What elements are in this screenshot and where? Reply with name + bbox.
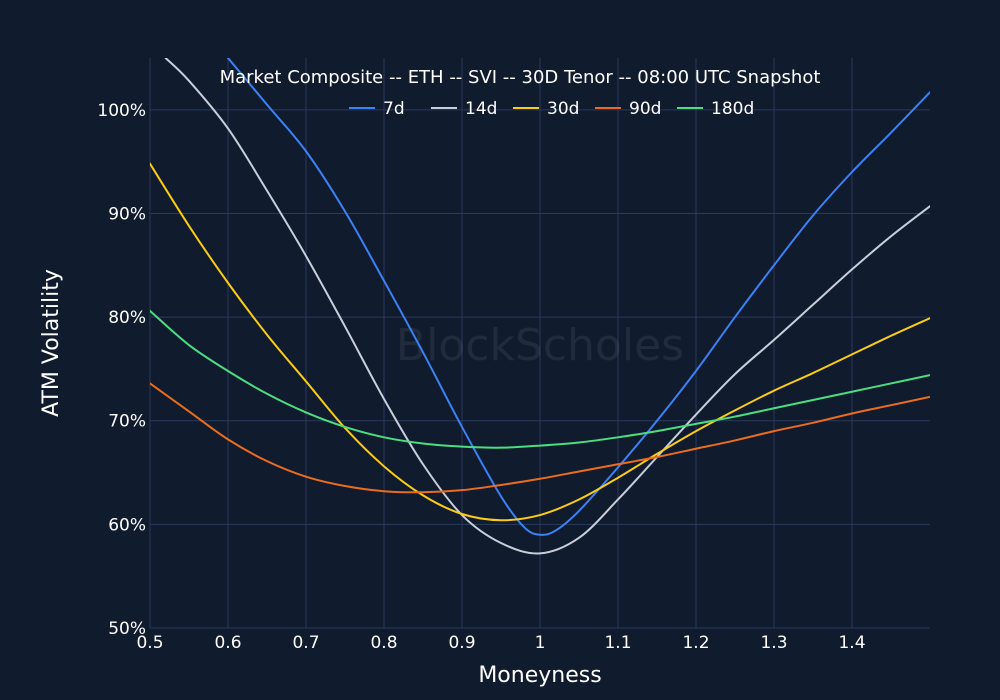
chart-title: Market Composite -- ETH -- SVI -- 30D Te…	[220, 67, 821, 88]
x-tick-label: 0.8	[370, 633, 397, 653]
x-tick-label: 1.2	[682, 633, 709, 653]
x-tick-label: 0.9	[448, 633, 475, 653]
series-line-7d	[227, 58, 930, 536]
series-line-90d	[150, 382, 930, 494]
y-tick-label: 80%	[108, 308, 146, 328]
watermark-text: BlockScholes	[396, 320, 684, 371]
legend-label: 14d	[465, 99, 497, 119]
legend-item-30d[interactable]: 30d	[513, 99, 579, 119]
series-lines	[150, 58, 930, 555]
y-axis-title: ATM Volatility	[39, 269, 64, 417]
series-line-180d	[150, 309, 930, 449]
legend-item-90d[interactable]: 90d	[595, 99, 661, 119]
x-tick-label: 0.5	[136, 633, 163, 653]
series-line-14d	[164, 58, 930, 555]
y-axis-ticks: 50% 60% 70% 80% 90% 100%	[97, 101, 146, 639]
y-tick-label: 60%	[108, 515, 146, 535]
legend-label: 180d	[711, 99, 754, 119]
legend-item-7d[interactable]: 7d	[349, 99, 405, 119]
x-tick-label: 1.4	[838, 633, 865, 653]
x-tick-label: 1.3	[760, 633, 787, 653]
x-axis-title: Moneyness	[478, 663, 601, 688]
y-tick-label: 70%	[108, 412, 146, 432]
y-tick-label: 50%	[108, 619, 146, 639]
x-tick-label: 1.1	[604, 633, 631, 653]
series-line-30d	[150, 162, 930, 522]
legend-label: 90d	[629, 99, 661, 119]
y-tick-label: 90%	[108, 204, 146, 224]
legend-item-180d[interactable]: 180d	[677, 99, 754, 119]
x-tick-label: 0.7	[292, 633, 319, 653]
legend: 7d 14d 30d 90d 180d	[349, 99, 754, 119]
y-tick-label: 100%	[97, 101, 146, 121]
legend-label: 7d	[383, 99, 405, 119]
x-axis-ticks: 0.5 0.6 0.7 0.8 0.9 1 1.1 1.2 1.3 1.4	[136, 633, 865, 653]
x-tick-label: 1	[535, 633, 546, 653]
x-tick-label: 0.6	[214, 633, 241, 653]
legend-item-14d[interactable]: 14d	[431, 99, 497, 119]
legend-label: 30d	[547, 99, 579, 119]
